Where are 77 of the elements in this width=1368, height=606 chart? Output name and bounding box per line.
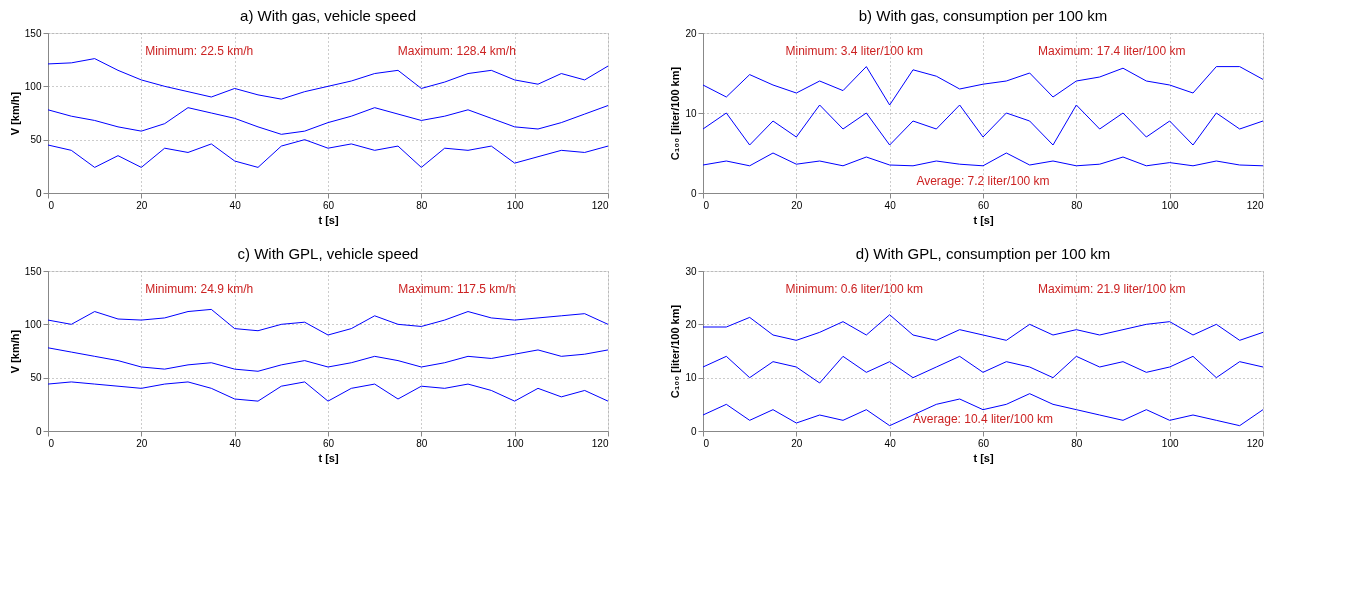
x-tick-label: 100 [1161,199,1179,211]
x-axis-title: t [s] [318,451,339,464]
line-series [47,347,609,372]
x-tick-label: 0 [703,199,710,211]
line-series [702,104,1264,146]
line-series [702,355,1264,384]
y-axis-title: V [km/h] [8,91,21,136]
line-series [47,139,609,168]
y-tick-label: 30 [685,265,697,277]
line-series [702,66,1264,106]
x-tick-label: 80 [416,199,428,211]
y-tick-label: 10 [685,372,697,384]
y-tick-label: 0 [690,187,697,199]
y-tick-label: 50 [30,372,42,384]
y-tick-label: 20 [685,27,697,39]
x-tick-label: 60 [322,199,335,211]
annotation: Maximum: 128.4 km/h [397,44,516,58]
annotation: Maximum: 17.4 liter/100 km [1038,44,1186,58]
x-tick-label: 60 [977,437,990,449]
x-tick-label: 80 [416,437,428,449]
y-axis-title: C₁₀₀ [liter/100 km] [669,66,682,161]
annotation: Maximum: 117.5 km/h [398,282,516,296]
y-tick-label: 150 [24,27,42,39]
y-tick-label: 10 [685,107,697,119]
x-tick-label: 80 [1071,437,1083,449]
y-tick-label: 50 [30,134,42,146]
x-tick-label: 0 [703,437,710,449]
line-series [47,105,609,135]
annotation: Average: 7.2 liter/100 km [916,174,1050,188]
line-series [702,314,1264,341]
y-tick-label: 150 [24,265,42,277]
line-series [47,381,609,402]
y-tick-label: 20 [685,318,697,330]
y-tick-label: 100 [24,80,42,92]
annotation: Average: 10.4 liter/100 km [913,412,1053,426]
chart-title: a) With gas, vehicle speed [240,7,416,24]
annotation: Maximum: 21.9 liter/100 km [1038,282,1186,296]
line-series [47,308,609,336]
x-axis-title: t [s] [973,213,994,226]
x-tick-label: 20 [136,437,148,449]
x-tick-label: 100 [506,199,524,211]
annotation: Minimum: 0.6 liter/100 km [785,282,923,296]
x-axis-title: t [s] [973,451,994,464]
x-tick-label: 120 [1246,199,1264,211]
x-tick-label: 100 [506,437,524,449]
line-series [702,393,1264,427]
x-tick-label: 20 [791,437,803,449]
annotation: Minimum: 24.9 km/h [145,282,254,296]
x-tick-label: 120 [1246,437,1264,449]
line-series [47,58,609,100]
y-tick-label: 100 [24,318,42,330]
x-tick-label: 40 [229,199,242,211]
x-tick-label: 0 [48,437,55,449]
y-tick-label: 0 [690,425,697,437]
y-tick-label: 0 [35,425,42,437]
x-tick-label: 20 [791,199,803,211]
annotation: Minimum: 22.5 km/h [145,44,254,58]
line-series [702,152,1264,167]
x-tick-label: 40 [229,437,242,449]
chart-title: b) With gas, consumption per 100 km [858,7,1108,24]
chart-title: d) With GPL, consumption per 100 km [855,245,1111,262]
x-tick-label: 60 [322,437,335,449]
x-tick-label: 40 [884,437,897,449]
x-tick-label: 60 [977,199,990,211]
annotation: Minimum: 3.4 liter/100 km [785,44,923,58]
x-tick-label: 100 [1161,437,1179,449]
x-axis-title: t [s] [318,213,339,226]
x-tick-label: 120 [591,199,609,211]
x-tick-label: 20 [136,199,148,211]
x-tick-label: 40 [884,199,897,211]
y-axis-title: V [km/h] [8,329,21,374]
y-axis-title: C₁₀₀ [liter/100 km] [669,304,682,399]
y-tick-label: 0 [35,187,42,199]
x-tick-label: 80 [1071,199,1083,211]
x-tick-label: 120 [591,437,609,449]
chart-title: c) With GPL, vehicle speed [237,245,419,262]
x-tick-label: 0 [48,199,55,211]
